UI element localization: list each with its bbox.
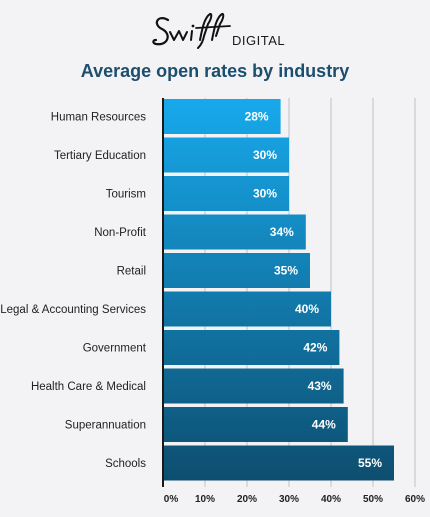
bar	[163, 445, 394, 481]
bar	[163, 253, 310, 288]
bar	[163, 330, 340, 365]
bar-value-label: 44%	[312, 418, 336, 432]
brand-word: DIGITAL	[232, 33, 286, 48]
bar-value-label: 42%	[303, 341, 327, 355]
category-label: Health Care & Medical	[31, 381, 146, 393]
category-label: Human Resources	[51, 112, 146, 124]
bar	[163, 176, 289, 211]
x-tick-label: 30%	[279, 494, 299, 505]
brand-logo: DIGITAL	[150, 10, 290, 54]
bar	[163, 214, 306, 250]
category-label: Schools	[105, 458, 146, 470]
x-tick-label: 50%	[363, 494, 383, 505]
category-label: Tourism	[106, 189, 146, 201]
x-tick-label: 60%	[405, 494, 425, 505]
bar	[163, 291, 331, 327]
category-labels: Human Resources Tertiary Education Tourism…	[0, 98, 164, 487]
bar	[163, 99, 281, 134]
category-label: Non-Profit	[94, 227, 147, 239]
bar-value-label: 30%	[253, 148, 277, 162]
swift-script-logo	[152, 12, 231, 49]
bar	[163, 407, 348, 442]
bar	[163, 137, 289, 173]
category-label: Legal & Accounting Services	[0, 304, 146, 316]
x-tick-label: 10%	[195, 494, 215, 505]
bar	[163, 368, 344, 404]
bars: 28% 30% 30% 34% 35% 40% 42% 43% 44% 55%	[163, 99, 394, 481]
category-label: Retail	[117, 266, 146, 278]
category-label: Superannuation	[65, 420, 146, 432]
category-label: Government	[83, 343, 147, 355]
bar-value-label: 28%	[245, 110, 269, 124]
bar-value-label: 35%	[274, 264, 298, 278]
x-tick-label: 20%	[237, 494, 257, 505]
category-label: Tertiary Education	[54, 150, 146, 162]
bar-value-label: 34%	[270, 225, 294, 239]
x-tick-label: 40%	[321, 494, 341, 505]
chart-title: Average open rates by industry	[80, 61, 350, 81]
bar-value-label: 55%	[358, 456, 382, 470]
x-axis-ticks: 0% 10% 20% 30% 40% 50% 60%	[164, 494, 425, 505]
x-tick-label: 0%	[164, 494, 179, 505]
bar-value-label: 30%	[253, 187, 277, 201]
bar-value-label: 43%	[308, 379, 332, 393]
bar-value-label: 40%	[295, 302, 319, 316]
